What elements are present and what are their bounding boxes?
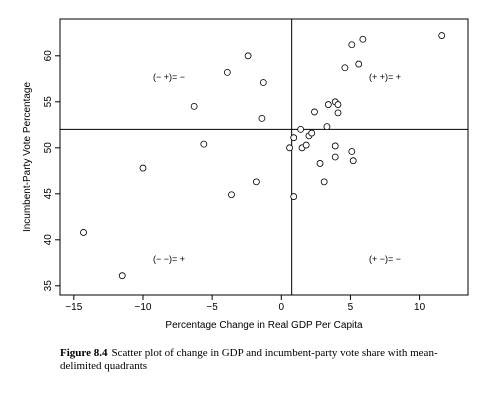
data-point [320, 178, 328, 186]
y-tick-label: 45 [43, 188, 54, 200]
data-point [349, 157, 357, 165]
figure-caption-text: Scatter plot of change in GDP and incumb… [60, 347, 438, 372]
data-point [324, 101, 332, 108]
y-tick-label: 50 [43, 142, 54, 154]
quadrant-label-top-left: (− +)= − [153, 72, 185, 82]
quadrant-label-top-right: (+ +)= + [369, 72, 401, 82]
figure-caption: Figure 8.4 Scatter plot of change in GDP … [60, 347, 475, 373]
data-point [348, 148, 356, 155]
quadrant-label-bottom-right: (+ −)= − [369, 254, 401, 264]
x-tick-label: −15 [65, 302, 82, 313]
x-tick-label: 10 [414, 302, 426, 313]
data-point [348, 41, 356, 49]
data-point [311, 108, 318, 116]
data-point [80, 229, 87, 236]
data-point [139, 164, 147, 172]
data-point [223, 68, 231, 76]
x-tick-label: −5 [206, 302, 218, 313]
data-point [286, 144, 293, 152]
data-point [438, 32, 446, 39]
data-point [331, 142, 339, 150]
data-point [316, 160, 324, 167]
data-point [334, 109, 342, 117]
x-tick-label: 0 [279, 302, 285, 313]
data-point [323, 123, 331, 131]
figure-caption-label: Figure 8.4 [60, 347, 108, 359]
x-tick-label: 5 [348, 302, 354, 313]
scatter-chart: −15 −10 −5 0 5 10 35 40 45 50 55 60 (− +)= − (+ +)… [22, 18, 469, 331]
y-tick-label: 35 [43, 280, 54, 292]
y-axis-ticks: 35 40 45 50 55 60 [43, 50, 60, 292]
data-point [359, 35, 367, 43]
data-point [258, 114, 266, 122]
y-tick-label: 60 [43, 50, 54, 62]
data-point [290, 193, 298, 200]
quadrant-label-bottom-left: (− −)= + [153, 254, 185, 264]
data-point [118, 272, 126, 280]
data-point [259, 79, 267, 86]
data-point [331, 153, 339, 161]
data-point [200, 140, 208, 148]
data-point [190, 103, 198, 110]
y-tick-label: 40 [43, 234, 54, 246]
data-point [308, 129, 316, 137]
y-tick-label: 55 [43, 96, 54, 108]
data-point [297, 125, 305, 133]
data-points [80, 32, 446, 280]
x-tick-label: −10 [134, 302, 151, 313]
data-point [334, 101, 342, 108]
data-point [244, 52, 252, 60]
data-point [302, 141, 310, 149]
x-axis-title: Percentage Change in Real GDP Per Capita [165, 320, 363, 331]
data-point [355, 60, 363, 68]
x-axis-ticks: −15 −10 −5 0 5 10 [65, 295, 426, 313]
data-point [252, 178, 260, 186]
data-point [290, 134, 298, 142]
data-point [341, 64, 349, 72]
plot-frame [59, 18, 469, 296]
data-point [228, 191, 235, 199]
y-axis-title: Incumbent-Party Vote Percentage [22, 82, 33, 233]
